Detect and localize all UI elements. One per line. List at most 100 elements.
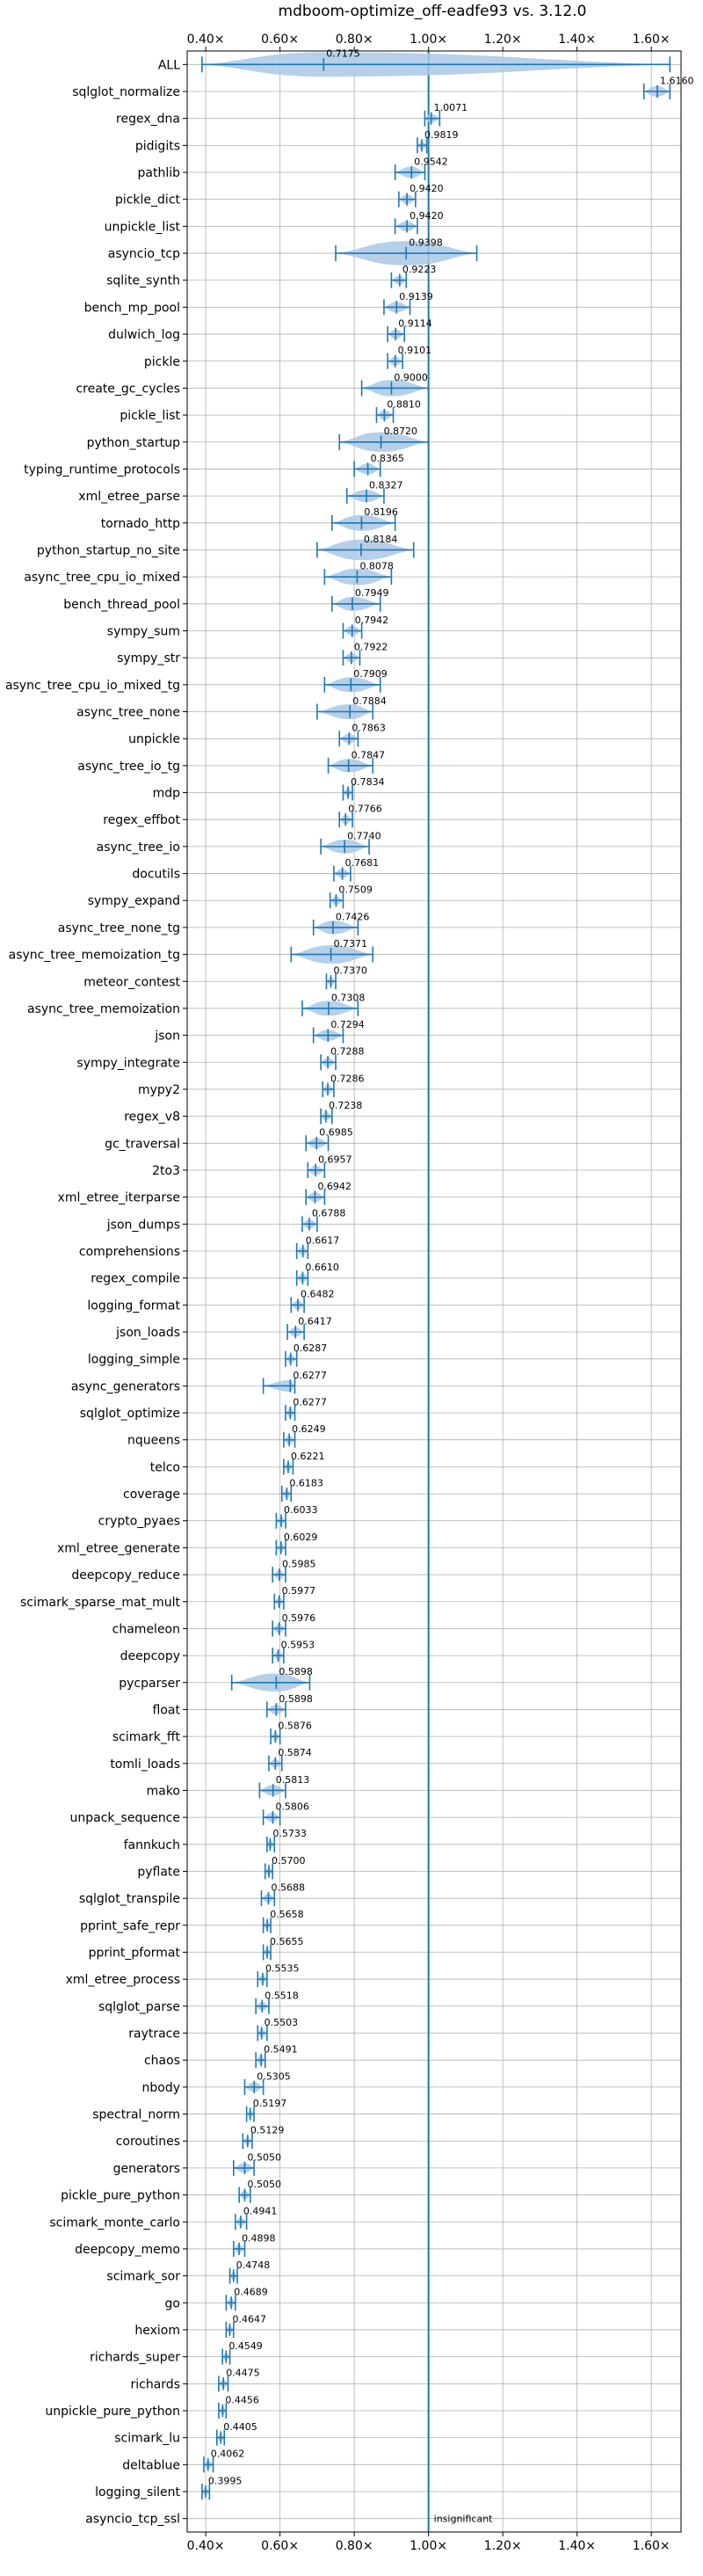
value-label: 0.5876 <box>278 1721 312 1732</box>
grid-layer <box>187 51 681 2532</box>
axes-layer: 0.40× 0.40× 0.60× 0.60× 0.80× 0.80× 1.00× 1.00×… <box>5 33 682 2553</box>
value-label: 1.0071 <box>434 102 468 113</box>
value-label: 0.5518 <box>265 1990 299 2001</box>
value-label: 0.5129 <box>250 2125 285 2136</box>
y-tick-label: nqueens <box>127 1434 180 1448</box>
value-label: 0.6029 <box>284 1532 318 1543</box>
value-label: 0.6942 <box>317 1181 352 1192</box>
y-tick-label: pprint_pformat <box>89 1947 181 1961</box>
value-label: 0.5976 <box>282 1612 316 1624</box>
value-label: 0.4647 <box>232 2313 266 2325</box>
y-tick-label: async_tree_memoization_tg <box>9 949 180 963</box>
y-tick-label: mako <box>147 1784 180 1798</box>
y-tick-label: richards_super <box>90 2351 180 2365</box>
value-label: 0.7294 <box>330 1019 365 1030</box>
x-tick-label-bottom: 0.60× <box>261 2539 299 2553</box>
value-label: 0.5733 <box>272 1828 307 1839</box>
value-label: 0.6417 <box>298 1315 332 1327</box>
y-tick-label: scimark_fft <box>112 1730 181 1744</box>
y-tick-label: pidigits <box>135 139 180 153</box>
x-tick-label-top: 0.60× <box>261 33 299 47</box>
y-tick-label: tomli_loads <box>110 1757 180 1772</box>
x-tick-label-top: 1.20× <box>484 33 522 47</box>
y-tick-label: coroutines <box>116 2135 180 2149</box>
value-label: 0.9398 <box>409 236 443 248</box>
y-tick-label: sympy_expand <box>88 894 180 908</box>
value-label: 0.6033 <box>284 1504 318 1516</box>
y-tick-label: async_tree_cpu_io_mixed_tg <box>5 679 180 693</box>
y-tick-label: xml_etree_iterparse <box>58 1191 180 1205</box>
value-label: 0.9139 <box>399 291 433 302</box>
value-label: 0.6183 <box>289 1477 323 1488</box>
value-label: 0.7370 <box>334 965 368 977</box>
value-label: 0.8196 <box>364 506 398 518</box>
value-label: 0.6277 <box>293 1370 327 1381</box>
y-tick-label: pyflate <box>137 1865 180 1879</box>
x-tick-label-bottom: 1.60× <box>633 2539 670 2553</box>
x-tick-label-top: 1.40× <box>558 33 596 47</box>
y-tick-label: async_tree_cpu_io_mixed <box>24 571 180 585</box>
y-tick-label: scimark_lu <box>114 2432 180 2446</box>
y-tick-label: chaos <box>144 2054 180 2068</box>
y-tick-label: bench_mp_pool <box>84 301 180 315</box>
value-label: 0.8184 <box>364 534 398 545</box>
x-tick-label-top: 1.60× <box>633 33 670 47</box>
y-tick-label: async_tree_io <box>97 840 180 855</box>
value-label: 0.4456 <box>225 2394 259 2405</box>
y-tick-label: deepcopy_memo <box>75 2243 180 2257</box>
value-label: 0.4549 <box>228 2340 263 2352</box>
y-tick-label: fannkuch <box>124 1838 180 1852</box>
value-label: 0.6610 <box>305 1262 339 1273</box>
y-tick-label: async_tree_none_tg <box>58 921 180 935</box>
value-label: 0.9223 <box>402 264 437 275</box>
y-tick-label: regex_compile <box>91 1272 180 1286</box>
value-label: 0.6482 <box>301 1289 335 1300</box>
y-tick-label: unpickle_pure_python <box>45 2405 180 2419</box>
value-label: 0.4689 <box>234 2287 268 2298</box>
value-label: 0.7922 <box>354 642 388 653</box>
value-label: 0.7238 <box>329 1100 363 1111</box>
y-tick-label: sqlglot_transpile <box>79 1892 180 1906</box>
value-label: 0.7681 <box>345 857 380 869</box>
value-label: 0.5305 <box>257 2070 291 2082</box>
y-tick-label: scimark_monte_carlo <box>49 2216 180 2230</box>
value-label: 0.7509 <box>338 884 373 896</box>
y-tick-label: pickle <box>144 355 180 369</box>
value-label: 0.4405 <box>223 2421 257 2433</box>
value-label: 0.7288 <box>330 1046 365 1058</box>
chart-title: mdboom-optimize_off-eadfe93 vs. 3.12.0 <box>279 3 587 20</box>
value-label: 0.5688 <box>271 1882 305 1894</box>
value-label: 0.7766 <box>348 804 382 815</box>
y-tick-label: generators <box>113 2162 180 2176</box>
y-tick-label: python_startup_no_site <box>37 543 180 557</box>
value-label: 0.5953 <box>281 1640 315 1651</box>
value-label: 0.9542 <box>414 156 448 167</box>
y-tick-label: async_generators <box>71 1379 180 1394</box>
value-label: 0.7863 <box>352 723 386 734</box>
value-label: 0.6221 <box>291 1451 325 1462</box>
value-label: 0.9420 <box>409 210 444 222</box>
y-tick-label: async_tree_io_tg <box>77 760 180 774</box>
value-label: 0.8327 <box>369 480 403 491</box>
value-label: 0.9420 <box>409 183 444 194</box>
value-label: 0.6287 <box>294 1343 328 1354</box>
y-tick-label: mypy2 <box>138 1083 180 1097</box>
plot-layer: 0.7175 1.6160 1.0071 0.9819 0.9542 0.9420 0.94… <box>201 48 693 2532</box>
y-tick-label: gc_traversal <box>105 1137 180 1151</box>
value-label: 0.7909 <box>353 668 388 680</box>
value-label: 0.4898 <box>242 2232 276 2244</box>
y-tick-label: async_tree_none <box>76 706 180 720</box>
y-tick-label: xml_etree_parse <box>78 490 180 504</box>
value-label: 0.5503 <box>265 2017 299 2028</box>
value-label: 0.6957 <box>318 1153 352 1165</box>
value-label: 0.5874 <box>278 1747 312 1758</box>
y-tick-label: docutils <box>132 868 180 882</box>
value-label: 0.6277 <box>293 1396 327 1408</box>
y-tick-label: deltablue <box>122 2458 180 2472</box>
value-label: 0.7426 <box>336 911 370 922</box>
x-tick-label-top: 0.40× <box>187 33 225 47</box>
value-label: 0.9114 <box>398 317 432 329</box>
y-tick-label: comprehensions <box>79 1245 180 1259</box>
y-tick-label: float <box>153 1703 181 1717</box>
x-tick-label-bottom: 1.40× <box>558 2539 596 2553</box>
